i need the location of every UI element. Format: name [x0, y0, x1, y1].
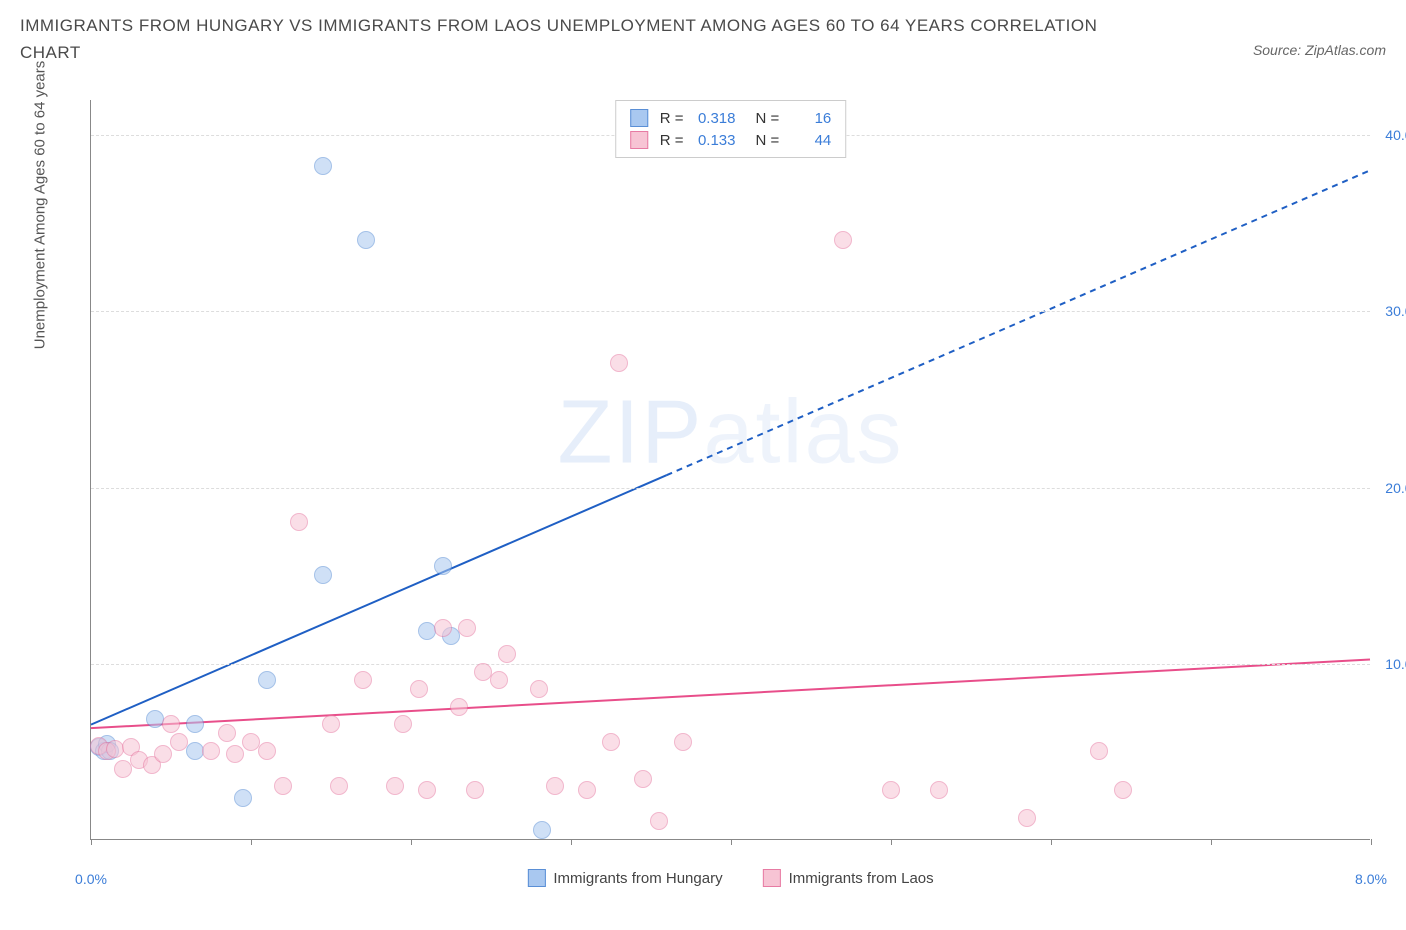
data-point — [1090, 742, 1108, 760]
legend-swatch — [527, 869, 545, 887]
gridline — [91, 311, 1370, 312]
chart-title: IMMIGRANTS FROM HUNGARY VS IMMIGRANTS FR… — [20, 12, 1120, 66]
x-tick-label: 8.0% — [1355, 871, 1387, 887]
data-point — [1018, 809, 1036, 827]
x-tick — [91, 839, 92, 845]
data-point — [410, 680, 428, 698]
data-point — [1114, 781, 1132, 799]
x-tick — [731, 839, 732, 845]
n-value: 44 — [787, 132, 831, 149]
data-point — [330, 777, 348, 795]
data-point — [533, 821, 551, 839]
y-axis-label: Unemployment Among Ages 60 to 64 years — [32, 61, 49, 350]
data-point — [274, 777, 292, 795]
y-tick-label: 30.0% — [1375, 303, 1406, 319]
legend-item: Immigrants from Laos — [763, 869, 934, 887]
data-point — [186, 715, 204, 733]
data-point — [314, 566, 332, 584]
data-point — [882, 781, 900, 799]
data-point — [418, 781, 436, 799]
data-point — [434, 619, 452, 637]
data-point — [530, 680, 548, 698]
x-tick — [411, 839, 412, 845]
data-point — [602, 733, 620, 751]
data-point — [930, 781, 948, 799]
y-tick-label: 20.0% — [1375, 480, 1406, 496]
data-point — [322, 715, 340, 733]
legend-stats: R = 0.318 N = 16 R = 0.133 N = 44 — [615, 100, 847, 158]
data-point — [258, 671, 276, 689]
data-point — [202, 742, 220, 760]
legend-item: Immigrants from Hungary — [527, 869, 722, 887]
data-point — [290, 513, 308, 531]
n-label: N = — [756, 110, 780, 127]
data-point — [578, 781, 596, 799]
x-tick — [891, 839, 892, 845]
data-point — [354, 671, 372, 689]
legend-swatch — [763, 869, 781, 887]
legend-stats-row: R = 0.318 N = 16 — [630, 107, 832, 129]
data-point — [434, 557, 452, 575]
r-value: 0.133 — [692, 132, 736, 149]
legend-swatch — [630, 109, 648, 127]
x-tick — [571, 839, 572, 845]
plot-area: ZIPatlas R =0.318N =16R =0.133N =44 Immi… — [90, 100, 1370, 840]
legend-stats-row: R = 0.133 N = 44 — [630, 129, 832, 151]
trend-lines — [91, 100, 1370, 839]
x-tick — [251, 839, 252, 845]
data-point — [258, 742, 276, 760]
data-point — [498, 645, 516, 663]
data-point — [314, 157, 332, 175]
n-value: 16 — [787, 110, 831, 127]
x-tick — [1211, 839, 1212, 845]
watermark: ZIPatlas — [557, 381, 903, 484]
data-point — [162, 715, 180, 733]
legend-bottom: Immigrants from Hungary Immigrants from L… — [527, 869, 933, 887]
chart-container: Unemployment Among Ages 60 to 64 years Z… — [60, 90, 1380, 880]
data-point — [458, 619, 476, 637]
y-tick-label: 40.0% — [1375, 127, 1406, 143]
data-point — [386, 777, 404, 795]
x-tick-label: 0.0% — [75, 871, 107, 887]
n-label: N = — [756, 132, 780, 149]
gridline — [91, 664, 1370, 665]
data-point — [170, 733, 188, 751]
r-label: R = — [660, 132, 684, 149]
legend-label: Immigrants from Laos — [789, 870, 934, 887]
data-point — [357, 231, 375, 249]
gridline — [91, 488, 1370, 489]
data-point — [674, 733, 692, 751]
data-point — [490, 671, 508, 689]
data-point — [650, 812, 668, 830]
data-point — [610, 354, 628, 372]
data-point — [394, 715, 412, 733]
y-tick-label: 10.0% — [1375, 656, 1406, 672]
legend-swatch — [630, 131, 648, 149]
x-tick — [1371, 839, 1372, 845]
r-value: 0.318 — [692, 110, 736, 127]
data-point — [634, 770, 652, 788]
data-point — [218, 724, 236, 742]
legend-label: Immigrants from Hungary — [553, 870, 722, 887]
r-label: R = — [660, 110, 684, 127]
data-point — [234, 789, 252, 807]
data-point — [834, 231, 852, 249]
data-point — [466, 781, 484, 799]
data-point — [154, 745, 172, 763]
data-point — [226, 745, 244, 763]
source-label: Source: ZipAtlas.com — [1253, 12, 1386, 58]
data-point — [546, 777, 564, 795]
data-point — [450, 698, 468, 716]
data-point — [114, 760, 132, 778]
x-tick — [1051, 839, 1052, 845]
